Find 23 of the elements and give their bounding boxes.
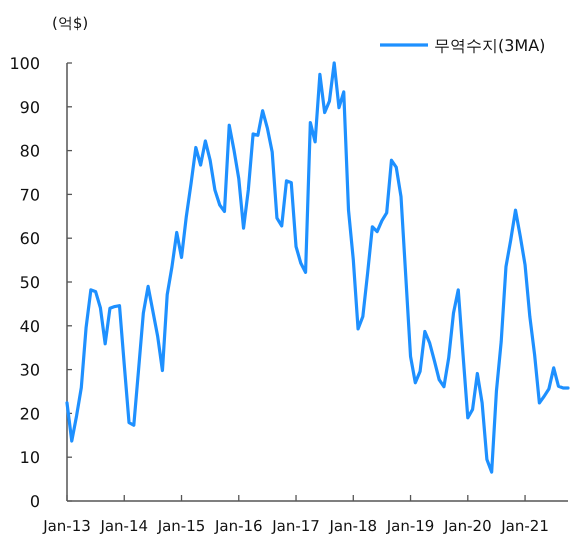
y-tick-label: 80 xyxy=(20,142,40,161)
x-tick-label: Jan-14 xyxy=(99,517,148,535)
y-tick-label: 70 xyxy=(20,185,40,204)
x-tick-label: Jan-17 xyxy=(271,517,320,535)
legend: 무역수지(3MA) xyxy=(380,36,546,55)
x-tick-label: Jan-15 xyxy=(156,517,206,535)
x-tick-label: Jan-20 xyxy=(442,517,492,535)
x-tick-label: Jan-21 xyxy=(500,517,549,535)
y-tick-label: 0 xyxy=(30,492,40,511)
x-tick-label: Jan-16 xyxy=(214,517,263,535)
legend-label: 무역수지(3MA) xyxy=(434,36,546,55)
y-tick-label: 90 xyxy=(20,98,40,117)
y-tick-label: 50 xyxy=(20,273,40,292)
x-tick-label: Jan-13 xyxy=(42,517,91,535)
y-tick-label: 20 xyxy=(20,404,40,424)
y-tick-label: 10 xyxy=(20,448,40,468)
y-tick-label: 100 xyxy=(9,54,40,73)
y-tick-label: 60 xyxy=(20,229,40,248)
y-tick-label: 40 xyxy=(20,316,40,336)
y-tick-label: 30 xyxy=(20,360,40,380)
y-axis-title: (억$) xyxy=(52,14,88,32)
x-tick-label: Jan-19 xyxy=(386,517,434,535)
x-tick-label: Jan-18 xyxy=(328,517,378,535)
